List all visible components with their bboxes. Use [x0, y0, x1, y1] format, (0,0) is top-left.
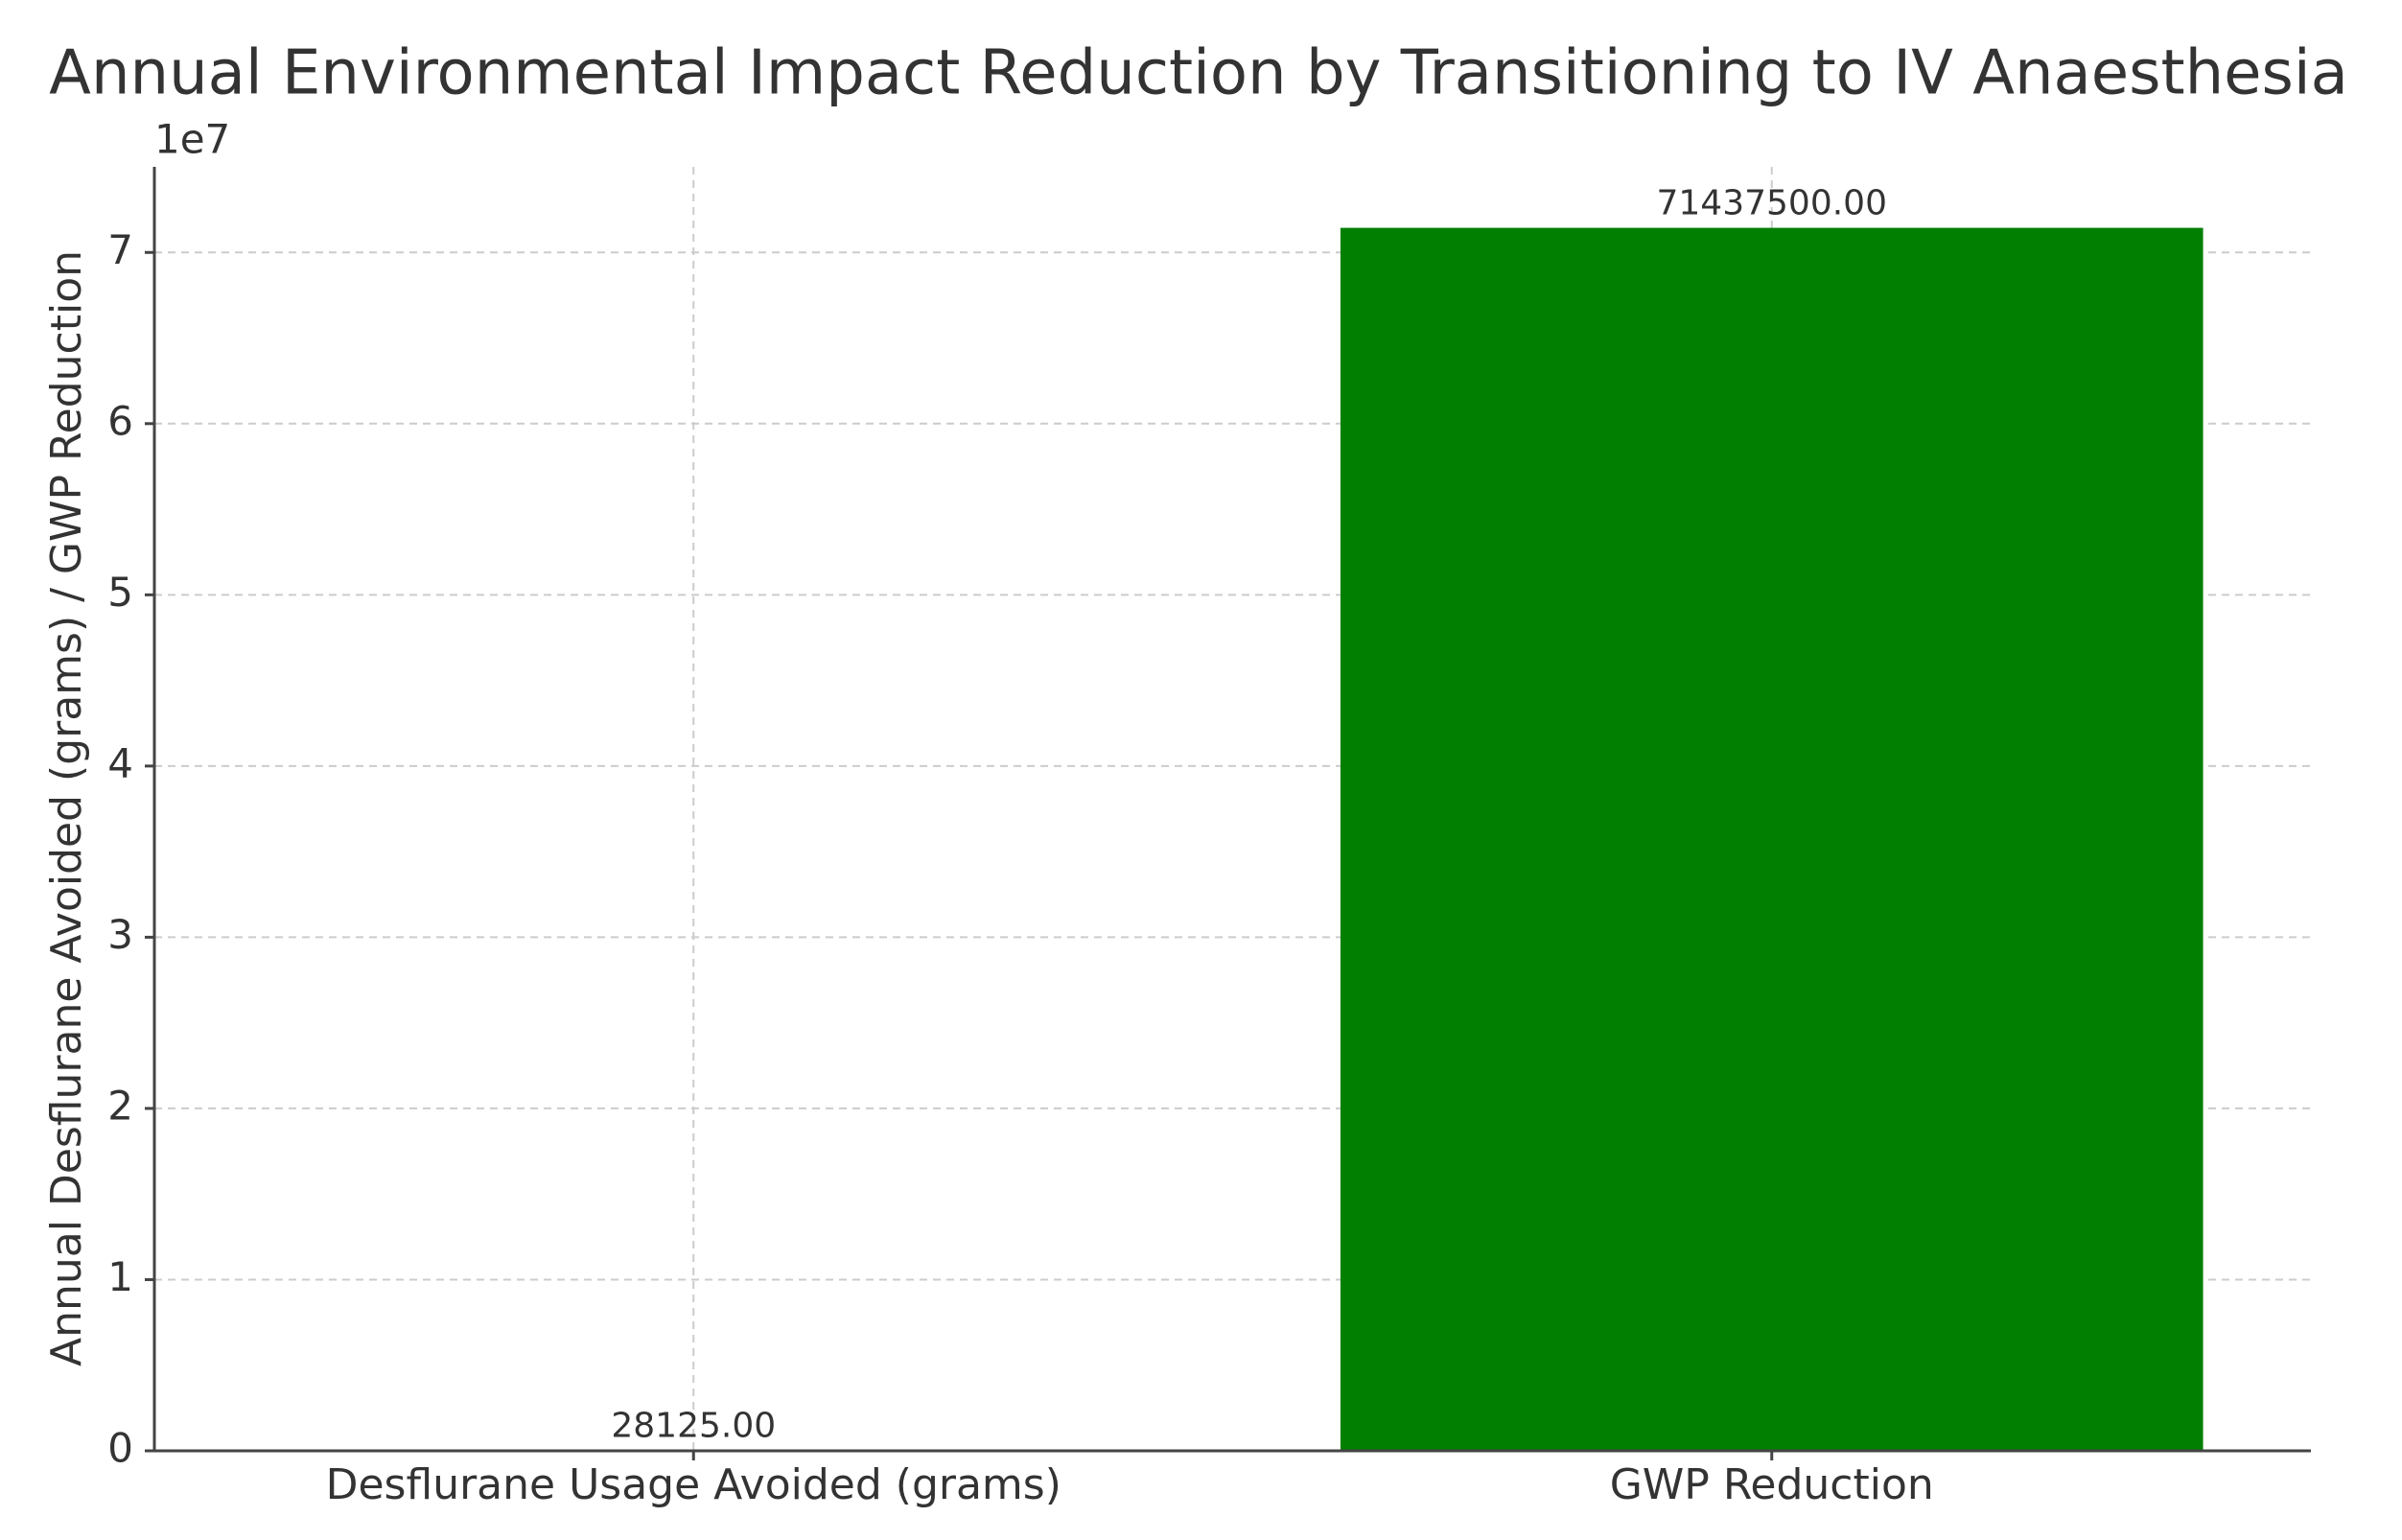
- y-tick-label: 0: [107, 1425, 133, 1472]
- value-label: 28125.00: [611, 1406, 776, 1445]
- y-tick-label: 2: [107, 1082, 133, 1129]
- value-label: 71437500.00: [1657, 184, 1888, 223]
- y-tick-label: 3: [107, 911, 133, 958]
- x-tick-label: Desflurane Usage Avoided (grams): [326, 1460, 1061, 1509]
- y-tick-label: 5: [107, 569, 133, 616]
- y-tick-label: 1: [107, 1253, 133, 1300]
- y-tick-label: 7: [107, 226, 133, 273]
- y-offset-label: 1e7: [154, 116, 230, 163]
- chart-title: Annual Environmental Impact Reduction by…: [49, 38, 2348, 109]
- y-axis-label: Annual Desflurane Avoided (grams) / GWP …: [42, 250, 91, 1366]
- x-tick-label: GWP Reduction: [1610, 1460, 1934, 1509]
- y-tick-label: 4: [107, 739, 133, 786]
- y-tick-label: 6: [107, 397, 133, 444]
- bar: [1340, 227, 2204, 1451]
